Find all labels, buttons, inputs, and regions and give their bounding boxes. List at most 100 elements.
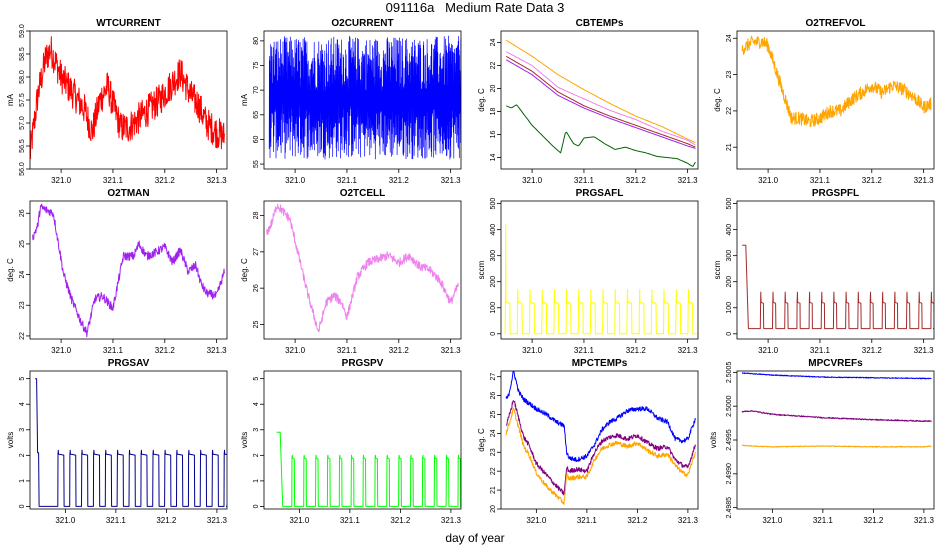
y-tick-label: 58.0 bbox=[19, 70, 26, 84]
y-axis-label: deg. C bbox=[477, 428, 486, 452]
panel-title: O2CURRENT bbox=[331, 18, 393, 29]
y-tick-label: 22 bbox=[490, 62, 497, 70]
series-wtcurrent bbox=[30, 36, 225, 160]
x-tick-label: 321.2 bbox=[155, 346, 176, 355]
panel-title: O2TREFVOL bbox=[805, 18, 865, 29]
x-axis-label: day of year bbox=[445, 531, 505, 545]
x-tick-label: 321.3 bbox=[914, 346, 935, 355]
y-axis-label: deg. C bbox=[713, 88, 722, 112]
series-mpctemp-1 bbox=[505, 371, 696, 462]
y-tick-label: 26 bbox=[253, 284, 260, 292]
x-tick-label: 321.0 bbox=[285, 346, 306, 355]
panel-title: PRGSPV bbox=[342, 358, 384, 369]
x-tick-label: 321.1 bbox=[106, 516, 127, 525]
x-tick-label: 321.0 bbox=[55, 516, 76, 525]
y-tick-label: 70 bbox=[253, 86, 260, 94]
x-tick-label: 321.1 bbox=[574, 346, 595, 355]
panel-mpcvrefs: MPCVREFs 2.4985 2.4990 2.4995 2.5000 2.5005 vo… bbox=[709, 358, 934, 525]
y-tick-label: 2 bbox=[19, 453, 26, 457]
y-tick-label: 27 bbox=[490, 373, 497, 381]
y-tick-label: 3 bbox=[19, 428, 26, 432]
series-mpcvref-1 bbox=[741, 372, 932, 380]
x-tick-label: 321.1 bbox=[574, 176, 595, 185]
series-mpcvref-2 bbox=[741, 409, 932, 423]
y-tick-label: 500 bbox=[726, 198, 733, 210]
series-group bbox=[505, 371, 696, 505]
y-tick-label: 21 bbox=[726, 143, 733, 151]
y-tick-label: 2.5000 bbox=[726, 395, 733, 417]
panel-title: O2TMAN bbox=[107, 188, 149, 199]
y-tick-label: 57.5 bbox=[19, 93, 26, 107]
y-tick-label: 100 bbox=[726, 302, 733, 314]
y-tick-label: 2.4985 bbox=[726, 497, 733, 519]
plot-frame bbox=[736, 30, 935, 170]
y-tick-label: 2.4990 bbox=[726, 463, 733, 485]
x-tick-label: 321.0 bbox=[522, 346, 543, 355]
plot-frame bbox=[263, 370, 462, 510]
x-tick-label: 321.0 bbox=[526, 516, 547, 525]
series-o2tcell bbox=[266, 203, 459, 333]
y-tick-label: 16 bbox=[490, 131, 497, 139]
series-group bbox=[741, 35, 932, 128]
y-tick-label: 300 bbox=[726, 250, 733, 262]
y-tick-label: 0 bbox=[19, 504, 26, 508]
series-group bbox=[741, 372, 932, 448]
x-tick-label: 321.2 bbox=[862, 176, 883, 185]
y-tick-label: 58.5 bbox=[19, 47, 26, 61]
y-tick-label: 200 bbox=[726, 276, 733, 288]
x-tick-label: 321.3 bbox=[207, 346, 228, 355]
y-tick-label: 59.0 bbox=[19, 24, 26, 38]
x-tick-label: 321.2 bbox=[626, 176, 647, 185]
x-tick-label: 321.3 bbox=[441, 516, 462, 525]
y-tick-label: 4 bbox=[19, 402, 26, 406]
x-tick-label: 321.3 bbox=[678, 176, 699, 185]
series-group bbox=[30, 36, 225, 160]
y-tick-label: 60 bbox=[253, 135, 260, 143]
x-tick-label: 321.3 bbox=[678, 346, 699, 355]
series-prgspv bbox=[276, 431, 461, 507]
x-tick-label: 321.3 bbox=[914, 516, 935, 525]
panel-cbtemps: CBTEMPs 14 16 18 20 22 24 deg. C 321.0 321.1 321.2… bbox=[477, 18, 699, 185]
y-tick-label: 23 bbox=[490, 448, 497, 456]
panel-title: MPCVREFs bbox=[808, 358, 863, 369]
series-o2trefvol bbox=[741, 35, 932, 128]
series-group bbox=[268, 35, 461, 160]
y-tick-label: 26 bbox=[490, 392, 497, 400]
series-mpctemp-3 bbox=[505, 407, 696, 505]
y-tick-label: 56.0 bbox=[19, 162, 26, 176]
series-cbtemp-1 bbox=[505, 39, 696, 143]
y-tick-label: 55 bbox=[253, 160, 260, 168]
y-tick-label: 22 bbox=[490, 467, 497, 475]
series-group bbox=[32, 203, 225, 338]
x-tick-label: 321.3 bbox=[678, 516, 699, 525]
y-axis-label: sccm bbox=[713, 260, 722, 279]
panel-prgsav: PRGSAV 0 1 2 3 4 5 volts 321.0 321.1 321.2 321.3 bbox=[6, 358, 228, 525]
y-tick-label: 4 bbox=[253, 402, 260, 406]
y-tick-label: 2 bbox=[253, 453, 260, 457]
x-tick-label: 321.1 bbox=[103, 176, 124, 185]
plot-frame bbox=[29, 370, 228, 510]
y-tick-label: 25 bbox=[19, 240, 26, 248]
series-cbtemp-3 bbox=[505, 55, 696, 148]
y-tick-label: 57.0 bbox=[19, 116, 26, 130]
x-tick-label: 321.2 bbox=[389, 346, 410, 355]
y-tick-label: 25 bbox=[490, 410, 497, 418]
plot-frame bbox=[500, 200, 699, 340]
y-tick-label: 0 bbox=[490, 332, 497, 336]
x-tick-label: 321.1 bbox=[340, 516, 361, 525]
series-prgsafl bbox=[504, 223, 697, 335]
page-title: 091116a Medium Rate Data 3 bbox=[385, 0, 565, 15]
x-tick-label: 321.3 bbox=[441, 346, 462, 355]
y-tick-label: 300 bbox=[490, 250, 497, 262]
y-tick-label: 200 bbox=[490, 276, 497, 288]
y-tick-label: 5 bbox=[19, 377, 26, 381]
y-tick-label: 24 bbox=[490, 39, 497, 47]
y-tick-label: 22 bbox=[726, 107, 733, 115]
panel-o2tcell: O2TCELL 25 26 27 28 deg. C 321.0 321.1 321.2 321.… bbox=[240, 188, 462, 355]
x-tick-label: 321.0 bbox=[51, 346, 72, 355]
y-axis-label: mA bbox=[6, 93, 15, 106]
series-group bbox=[504, 223, 697, 335]
y-tick-label: 56.5 bbox=[19, 139, 26, 153]
y-axis-label: volts bbox=[6, 432, 15, 448]
